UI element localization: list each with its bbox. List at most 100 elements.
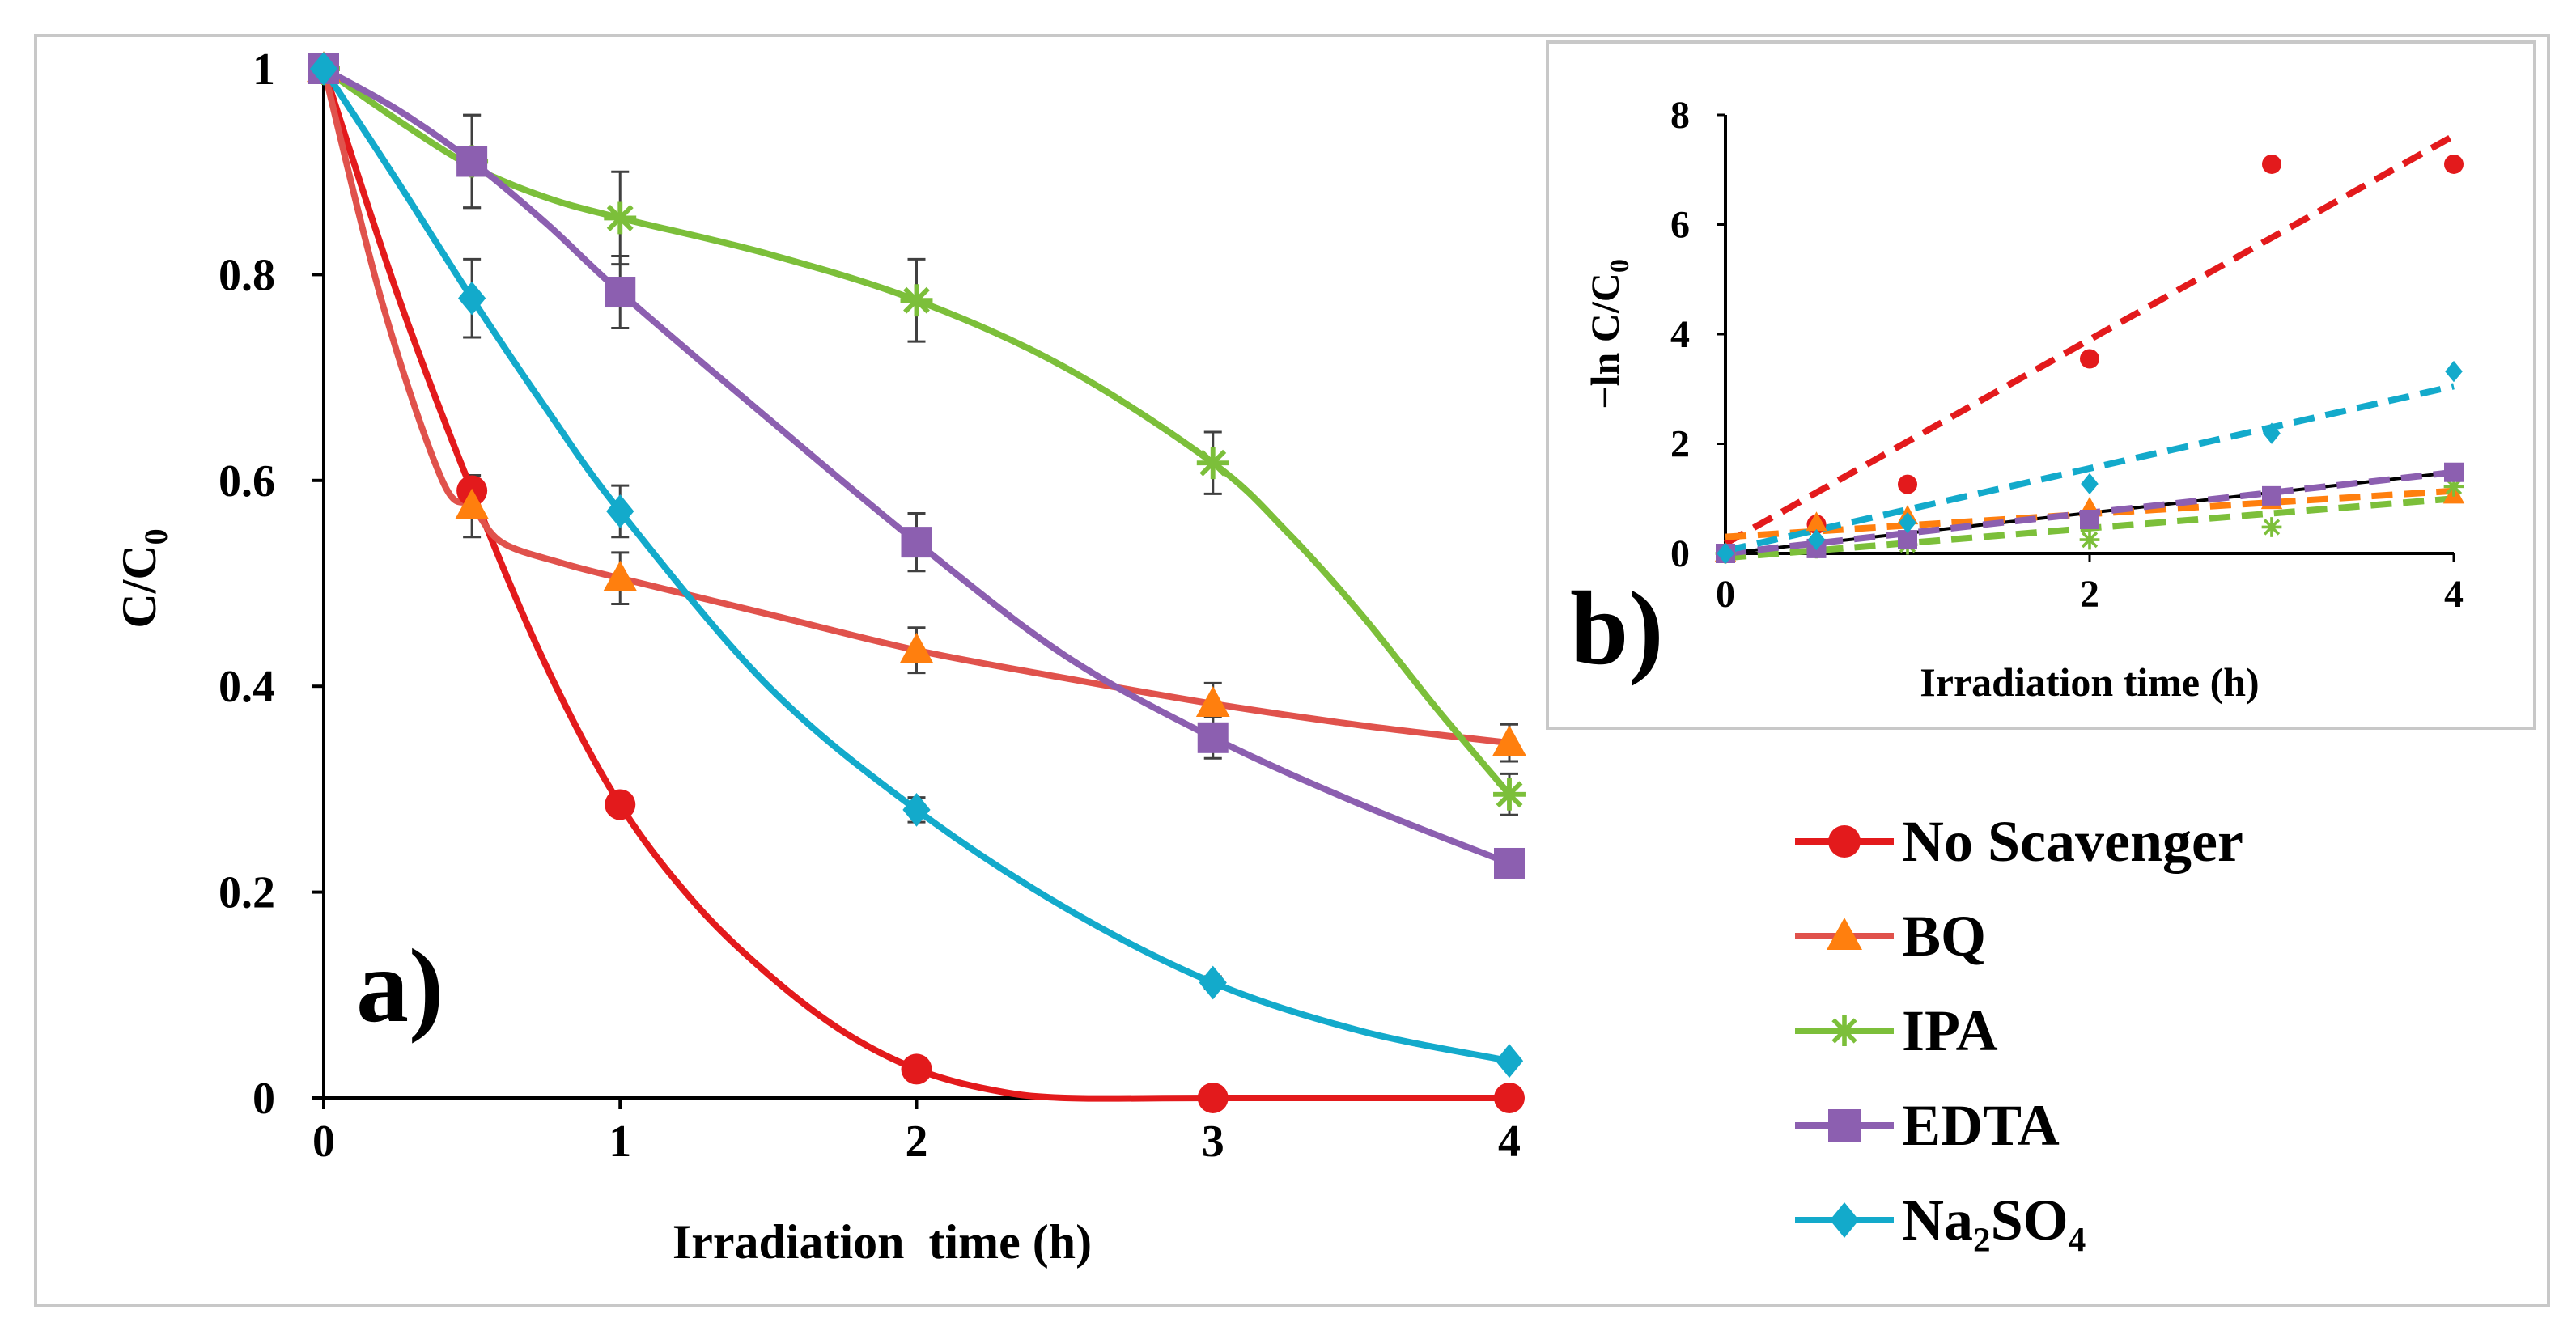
chart-b-x-tick-label: 0 — [1716, 573, 1735, 616]
chart-b-ylabel: −ln C/C0 — [1582, 259, 1635, 409]
chart-b-y-tick-label: 0 — [1670, 532, 1690, 575]
data-point-edta — [901, 527, 932, 558]
chart-a-y-tick-label: 0.4 — [219, 662, 275, 712]
data-point-no_scavenger — [1494, 1083, 1525, 1113]
data-point-bq — [603, 560, 638, 591]
data-point-b-ipa — [2261, 517, 2282, 537]
data-point-edta — [456, 146, 488, 177]
data-point-ipa — [604, 201, 637, 235]
legend-entry-edta: EDTA — [1795, 1093, 2060, 1158]
legend-entry-ipa: IPA — [1795, 998, 1998, 1063]
chart-b-panel-label: b) — [1570, 570, 1664, 687]
chart-a-ylabel: C/C0 — [112, 528, 174, 628]
legend-label-bq: BQ — [1902, 904, 1986, 968]
data-point-b-ipa — [2079, 529, 2100, 550]
chart-b-xlabel: Irradiation time (h) — [1920, 659, 2259, 705]
legend-marker-na2so4 — [1830, 1202, 1859, 1238]
chart-a-y-tick-label: 0.6 — [219, 456, 275, 506]
data-point-b-no_scavenger — [1898, 474, 1917, 494]
legend-marker-bq — [1827, 918, 1862, 950]
chart-a-x-tick-label: 2 — [906, 1117, 928, 1167]
legend-label-ipa: IPA — [1902, 998, 1998, 1063]
legend-marker-ipa — [1829, 1015, 1860, 1046]
chart-a-x-tick-label: 3 — [1202, 1117, 1224, 1167]
chart-b-y-tick-label: 4 — [1670, 313, 1690, 356]
legend-label-na2so4: Na₂SO₄ — [1902, 1188, 2086, 1252]
chart-a-ylabel-main: C/C — [112, 545, 166, 628]
legend-marker-ipa-stroke-d2 — [1831, 1018, 1857, 1044]
chart-a-xlabel: Irradiation time (h) — [673, 1215, 1092, 1269]
data-point-bq — [455, 488, 490, 519]
legend-entry-no_scavenger: No Scavenger — [1795, 809, 2243, 874]
legend-entry-na2so4: Na₂SO₄ — [1795, 1188, 2086, 1252]
chart-a-panel-label: a) — [356, 928, 443, 1045]
chart-a-markers — [307, 51, 1526, 1113]
data-point-no_scavenger — [901, 1053, 932, 1085]
chart-b-y-tick-label: 6 — [1670, 204, 1690, 247]
data-point-bq — [1195, 685, 1230, 717]
chart-a-y-tick-label: 0 — [253, 1074, 275, 1124]
chart-b-ylabel-main: −ln C/C — [1582, 273, 1628, 409]
data-point-ipa — [1493, 778, 1526, 811]
chart-b-ylabel-subscript: 0 — [1605, 259, 1635, 273]
data-point-bq — [899, 632, 934, 663]
data-point-b-na2so4 — [1717, 542, 1734, 565]
data-point-b-no_scavenger — [2262, 154, 2281, 174]
chart-b-ticks: 0 2 4 0 2 4 6 8 — [1670, 94, 2464, 616]
data-point-b-na2so4 — [1807, 528, 1826, 551]
series-line-bq — [320, 66, 1513, 747]
data-point-edta — [605, 277, 636, 308]
chart-b-x-tick-label: 4 — [2444, 573, 2464, 616]
legend-marker-no_scavenger — [1828, 825, 1861, 858]
data-point-b-no_scavenger — [2444, 154, 2464, 174]
legend-entry-bq: BQ — [1795, 904, 1986, 968]
data-point-edta — [1494, 847, 1525, 879]
chart-a-y-tick-label: 0.8 — [219, 250, 275, 300]
data-point-ipa-stroke-d2 — [903, 286, 930, 314]
data-point-ipa-stroke-d2 — [1199, 449, 1227, 477]
fit-line-na2so4 — [1725, 383, 2455, 554]
chart-a-x-tick-label: 1 — [609, 1117, 631, 1167]
data-point-b-edta — [2444, 462, 2464, 482]
data-point-b-ipa-stroke-d2 — [2263, 519, 2281, 536]
data-point-ipa — [900, 284, 933, 317]
fit-line-no_scavenger — [1724, 133, 2455, 547]
data-point-na2so4 — [1495, 1044, 1524, 1079]
chart-b-y-tick-label: 8 — [1670, 94, 1690, 137]
data-point-b-na2so4 — [2081, 473, 2099, 495]
data-point-b-bq — [1806, 511, 1827, 532]
legend-marker-edta — [1828, 1109, 1861, 1142]
chart-a-x-tick-label: 4 — [1498, 1117, 1521, 1167]
data-point-ipa — [1196, 447, 1229, 480]
chart-b-y-tick-label: 2 — [1670, 423, 1690, 466]
data-point-na2so4 — [902, 792, 931, 827]
legend-label-no_scavenger: No Scavenger — [1902, 809, 2243, 874]
chart-b-markers — [1714, 154, 2465, 565]
data-point-b-na2so4 — [2263, 422, 2281, 444]
data-point-ipa-stroke-d2 — [1496, 781, 1523, 808]
data-point-b-edta — [2262, 485, 2281, 506]
chart-a: 0 1 2 3 4 0 0.2 0.4 0.6 0.8 1 Irradiation time (h)… — [112, 44, 1526, 1269]
data-point-b-no_scavenger — [2080, 349, 2099, 369]
data-point-na2so4 — [309, 52, 338, 86]
chart-b-x-tick-label: 2 — [2080, 573, 2099, 616]
data-point-b-na2so4 — [1899, 511, 1916, 534]
data-point-na2so4 — [458, 281, 486, 316]
series-line-no_scavenger — [320, 66, 1513, 1102]
data-point-no_scavenger — [1197, 1083, 1229, 1113]
chart-a-y-tick-label: 0.2 — [219, 868, 275, 918]
chart-a-y-tick-label: 1 — [253, 44, 275, 95]
legend-label-edta: EDTA — [1902, 1093, 2060, 1158]
legend: No Scavenger BQ IPA EDTA Na₂SO₄ — [1795, 809, 2243, 1252]
data-point-ipa-stroke-d2 — [606, 204, 634, 231]
chart-a-x-tick-label: 0 — [312, 1117, 335, 1167]
data-point-no_scavenger — [605, 789, 636, 820]
data-point-bq — [1492, 725, 1526, 756]
data-point-edta — [1197, 722, 1229, 753]
data-point-na2so4 — [1199, 965, 1227, 1000]
data-point-b-edta — [2080, 509, 2099, 529]
chart-a-ylabel-subscript: 0 — [138, 528, 174, 545]
data-point-na2so4 — [606, 494, 634, 528]
